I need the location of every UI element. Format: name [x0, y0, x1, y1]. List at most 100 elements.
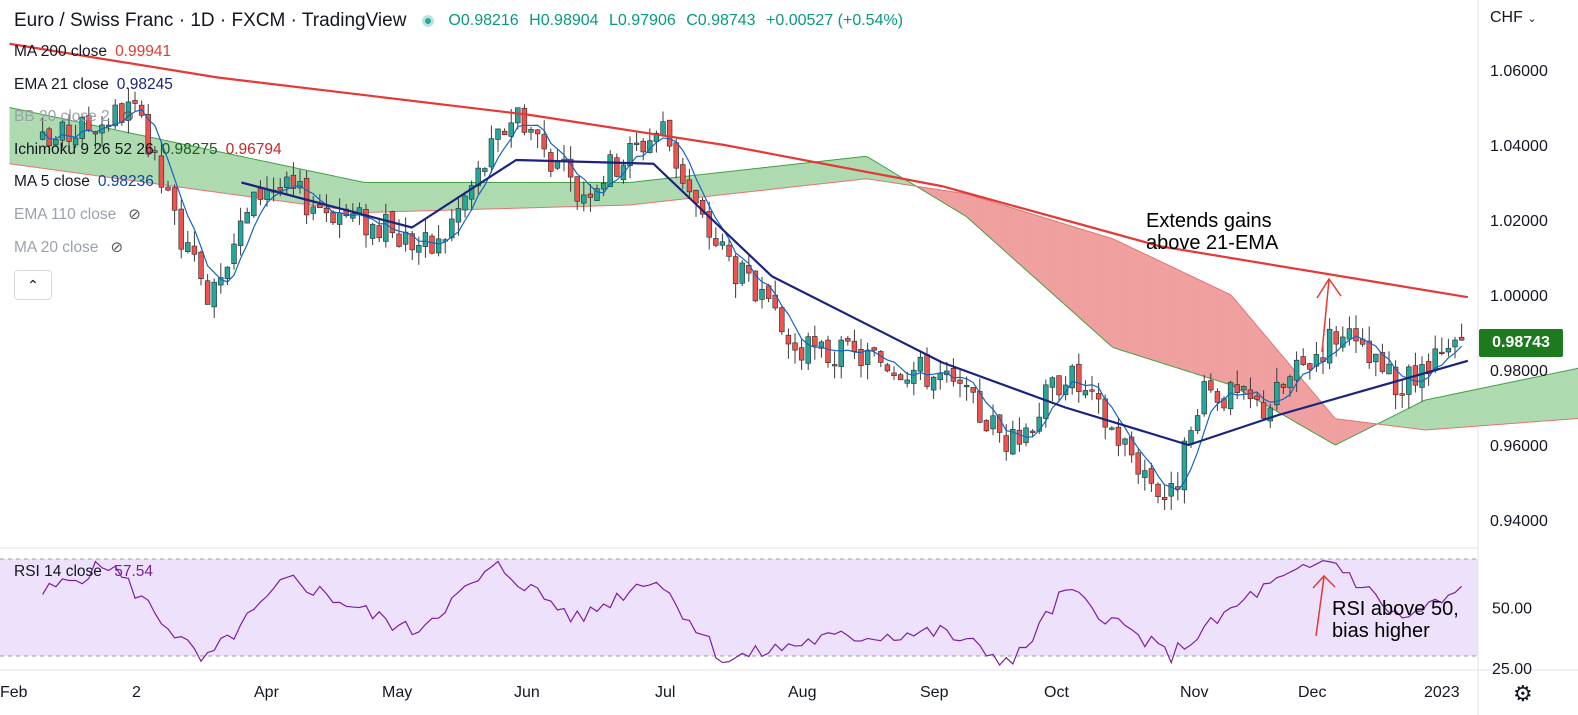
candle-body[interactable]	[851, 340, 858, 352]
candle-body[interactable]	[46, 128, 52, 147]
candle-body[interactable]	[72, 137, 79, 146]
candle-body[interactable]	[1227, 382, 1234, 410]
candle-body[interactable]	[614, 157, 620, 177]
currency-unit-selector[interactable]: CHF ⌄	[1490, 9, 1537, 27]
candle-body[interactable]	[383, 213, 389, 242]
eye-off-icon[interactable]: ⊘	[128, 205, 141, 223]
candle-body[interactable]	[541, 134, 547, 150]
candle-body[interactable]	[1267, 407, 1273, 422]
candle-body[interactable]	[251, 191, 257, 217]
candle-body[interactable]	[666, 119, 673, 147]
candle-body[interactable]	[501, 130, 508, 136]
candle-body[interactable]	[726, 244, 732, 257]
candle-body[interactable]	[1260, 402, 1267, 419]
candle-body[interactable]	[1181, 440, 1188, 491]
candle-body[interactable]	[1353, 328, 1359, 342]
candle-body[interactable]	[1010, 428, 1016, 455]
candle-body[interactable]	[363, 208, 369, 236]
candle-body[interactable]	[237, 220, 244, 246]
candle-body[interactable]	[785, 334, 792, 345]
candle-body[interactable]	[422, 232, 429, 247]
candle-body[interactable]	[1029, 430, 1036, 433]
candle-body[interactable]	[303, 177, 310, 216]
candle-body[interactable]	[1049, 377, 1056, 388]
candle-body[interactable]	[732, 256, 739, 285]
candle-body[interactable]	[1109, 427, 1115, 430]
candle-body[interactable]	[627, 142, 633, 166]
candle-body[interactable]	[1142, 470, 1148, 478]
candle-body[interactable]	[244, 211, 250, 224]
candle-body[interactable]	[930, 376, 937, 391]
candle-body[interactable]	[713, 238, 719, 246]
candle-body[interactable]	[838, 339, 844, 367]
candle-body[interactable]	[1003, 435, 1009, 452]
candle-body[interactable]	[508, 122, 514, 137]
candle-body[interactable]	[574, 176, 580, 202]
candle-body[interactable]	[462, 195, 468, 211]
candle-body[interactable]	[416, 244, 422, 253]
candle-body[interactable]	[996, 414, 1003, 433]
candle-body[interactable]	[297, 181, 303, 189]
candle-body[interactable]	[482, 168, 488, 172]
candle-body[interactable]	[224, 266, 231, 279]
candle-body[interactable]	[1208, 380, 1214, 391]
candle-body[interactable]	[1293, 359, 1300, 381]
candle-body[interactable]	[323, 208, 330, 214]
candle-body[interactable]	[475, 167, 481, 187]
candle-body[interactable]	[528, 129, 534, 133]
candle-body[interactable]	[990, 415, 996, 430]
candle-body[interactable]	[1214, 391, 1221, 403]
candle-body[interactable]	[1241, 385, 1247, 391]
candle-body[interactable]	[805, 336, 811, 364]
candle-body[interactable]	[1161, 496, 1168, 501]
candle-body[interactable]	[680, 164, 686, 184]
candle-body[interactable]	[706, 211, 712, 238]
candle-body[interactable]	[171, 187, 178, 211]
candle-body[interactable]	[1155, 483, 1161, 497]
candle-body[interactable]	[1333, 331, 1339, 345]
candle-body[interactable]	[369, 224, 376, 239]
candle-body[interactable]	[891, 372, 897, 377]
candle-body[interactable]	[1346, 328, 1353, 340]
candle-body[interactable]	[1082, 390, 1089, 396]
candle-body[interactable]	[1194, 415, 1201, 431]
candle-body[interactable]	[165, 186, 171, 191]
candle-body[interactable]	[449, 218, 455, 239]
candle-body[interactable]	[1095, 393, 1102, 400]
candle-body[interactable]	[1254, 395, 1260, 400]
candle-body[interactable]	[1386, 363, 1392, 375]
candle-body[interactable]	[317, 204, 323, 209]
candle-body[interactable]	[1201, 381, 1207, 415]
gear-icon[interactable]: ⚙	[1513, 681, 1533, 706]
candle-body[interactable]	[818, 341, 825, 349]
candle-body[interactable]	[957, 379, 963, 384]
indicator-row[interactable]: MA 5 close 0.98236	[14, 166, 909, 199]
candle-body[interactable]	[204, 280, 211, 305]
candle-body[interactable]	[963, 384, 970, 388]
candle-body[interactable]	[1458, 336, 1465, 341]
candle-body[interactable]	[1056, 375, 1062, 396]
candle-body[interactable]	[1076, 363, 1082, 392]
candle-body[interactable]	[1366, 340, 1372, 363]
candle-body[interactable]	[864, 350, 871, 365]
candle-body[interactable]	[330, 211, 336, 224]
candle-body[interactable]	[1069, 365, 1075, 389]
candle-body[interactable]	[1036, 416, 1042, 432]
candle-body[interactable]	[231, 243, 237, 264]
candle-body[interactable]	[218, 277, 224, 286]
candle-body[interactable]	[79, 116, 85, 139]
candle-body[interactable]	[970, 387, 976, 393]
candle-body[interactable]	[1340, 336, 1346, 348]
eye-off-icon[interactable]: ⊘	[121, 108, 135, 126]
candle-body[interactable]	[198, 251, 204, 279]
candle-body[interactable]	[211, 281, 217, 308]
candle-body[interactable]	[1287, 376, 1293, 389]
candle-body[interactable]	[858, 348, 864, 366]
candle-body[interactable]	[897, 374, 904, 381]
indicator-row[interactable]: MA 200 close 0.99941	[14, 36, 909, 69]
candle-body[interactable]	[290, 174, 297, 189]
eye-off-icon[interactable]: ⊘	[110, 238, 124, 256]
candle-body[interactable]	[739, 262, 745, 284]
candle-body[interactable]	[1135, 452, 1141, 475]
candle-body[interactable]	[1445, 348, 1452, 353]
